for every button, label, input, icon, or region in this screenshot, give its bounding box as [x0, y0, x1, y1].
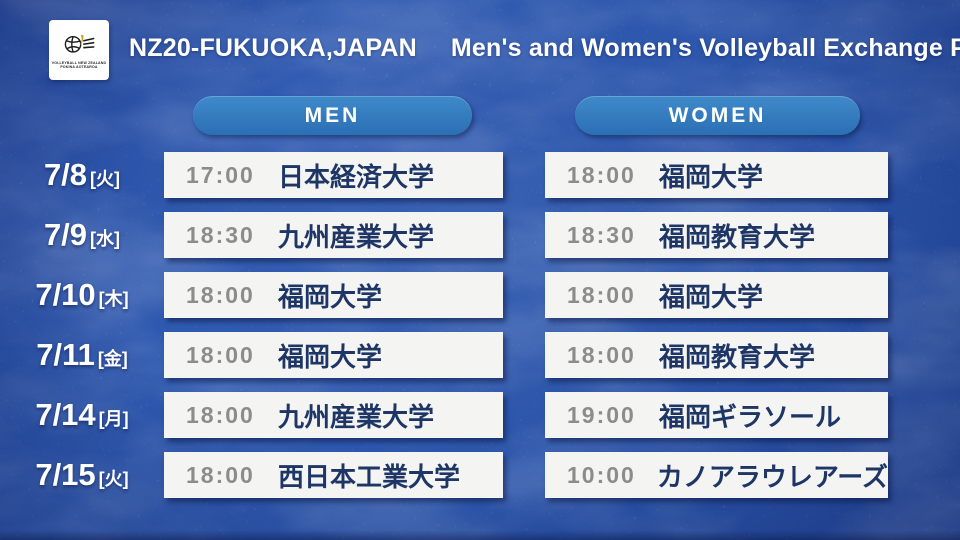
schedule-row: 7/15 [火] 18:00 西日本工業大学 10:00 カノアラウレアーズ	[0, 452, 960, 498]
opponent-team: カノアラウレアーズ	[656, 461, 888, 492]
volleyball-fern-icon	[64, 34, 95, 53]
match-time: 18:30	[567, 221, 636, 248]
schedule-row: 7/8 [火] 17:00 日本経済大学 18:00 福岡大学	[0, 152, 960, 198]
weekday-value: [月]	[98, 409, 129, 429]
men-column-header: MEN	[193, 96, 472, 135]
women-label: WOMEN	[668, 103, 767, 127]
opponent-team: 福岡ギラソール	[659, 401, 842, 432]
weekday-value: [火]	[98, 469, 129, 489]
date-value: 7/14	[35, 397, 96, 432]
match-time: 18:00	[186, 401, 255, 428]
men-match-card: 17:00 日本経済大学	[164, 152, 503, 198]
date-label: 7/8 [火]	[0, 157, 164, 193]
women-column-header: WOMEN	[575, 96, 860, 135]
date-value: 7/15	[35, 457, 96, 492]
opponent-team: 福岡教育大学	[659, 221, 816, 252]
weekday-value: [金]	[97, 349, 128, 369]
opponent-team: 九州産業大学	[278, 401, 435, 432]
schedule-row: 7/14 [月] 18:00 九州産業大学 19:00 福岡ギラソール	[0, 392, 960, 438]
date-label: 7/14 [月]	[0, 397, 164, 433]
date-label: 7/10 [木]	[0, 277, 164, 313]
schedule-row: 7/9 [水] 18:30 九州産業大学 18:30 福岡教育大学	[0, 212, 960, 258]
match-time: 18:00	[567, 281, 636, 308]
match-time: 18:30	[186, 221, 255, 248]
women-match-card: 19:00 福岡ギラソール	[545, 392, 888, 438]
men-match-card: 18:00 福岡大学	[164, 332, 503, 378]
men-match-card: 18:00 九州産業大学	[164, 392, 503, 438]
date-label: 7/15 [火]	[0, 457, 164, 493]
opponent-team: 福岡大学	[278, 341, 383, 372]
opponent-team: 福岡大学	[659, 161, 764, 192]
match-time: 18:00	[567, 161, 636, 188]
women-match-card: 10:00 カノアラウレアーズ	[545, 452, 888, 498]
schedule-grid: 7/8 [火] 17:00 日本経済大学 18:00 福岡大学 7/9 [水] …	[0, 152, 960, 512]
volleyball-nz-logo: VOLLEYBALL NEW ZEALAND POKINA AOTEAROA	[49, 20, 109, 80]
schedule-row: 7/10 [木] 18:00 福岡大学 18:00 福岡大学	[0, 272, 960, 318]
opponent-team: 福岡大学	[659, 281, 764, 312]
date-value: 7/11	[36, 337, 95, 372]
match-time: 18:00	[186, 341, 255, 368]
date-value: 7/8	[43, 157, 88, 192]
logo-text-line1: VOLLEYBALL NEW ZEALAND	[51, 60, 107, 65]
men-label: MEN	[304, 103, 361, 127]
opponent-team: 九州産業大学	[278, 221, 435, 252]
date-label: 7/11 [金]	[0, 337, 164, 373]
opponent-team: 西日本工業大学	[278, 461, 461, 492]
match-time: 10:00	[567, 461, 636, 488]
schedule-row: 7/11 [金] 18:00 福岡大学 18:00 福岡教育大学	[0, 332, 960, 378]
opponent-team: 福岡大学	[278, 281, 383, 312]
men-match-card: 18:00 福岡大学	[164, 272, 503, 318]
match-time: 18:00	[186, 461, 255, 488]
logo-text-line2: POKINA AOTEAROA	[60, 65, 98, 69]
title-event-code: NZ20-FUKUOKA,JAPAN	[129, 34, 417, 62]
date-value: 7/10	[35, 277, 96, 312]
weekday-value: [火]	[90, 169, 121, 189]
title-program-name: Men's and Women's Volleyball Exchange Pr…	[450, 34, 960, 62]
weekday-value: [水]	[90, 229, 121, 249]
match-time: 19:00	[567, 401, 636, 428]
women-match-card: 18:00 福岡教育大学	[545, 332, 888, 378]
opponent-team: 福岡教育大学	[659, 341, 816, 372]
date-value: 7/9	[43, 217, 88, 252]
match-time: 18:00	[567, 341, 636, 368]
women-match-card: 18:30 福岡教育大学	[545, 212, 888, 258]
weekday-value: [木]	[98, 289, 129, 309]
men-match-card: 18:00 西日本工業大学	[164, 452, 503, 498]
women-match-card: 18:00 福岡大学	[545, 152, 888, 198]
bottom-shade	[0, 530, 960, 540]
opponent-team: 日本経済大学	[278, 161, 435, 192]
men-match-card: 18:30 九州産業大学	[164, 212, 503, 258]
match-time: 17:00	[186, 161, 255, 188]
match-time: 18:00	[186, 281, 255, 308]
women-match-card: 18:00 福岡大学	[545, 272, 888, 318]
page-title: NZ20-FUKUOKA,JAPAN Men's and Women's Voll…	[129, 34, 960, 63]
date-label: 7/9 [水]	[0, 217, 164, 253]
